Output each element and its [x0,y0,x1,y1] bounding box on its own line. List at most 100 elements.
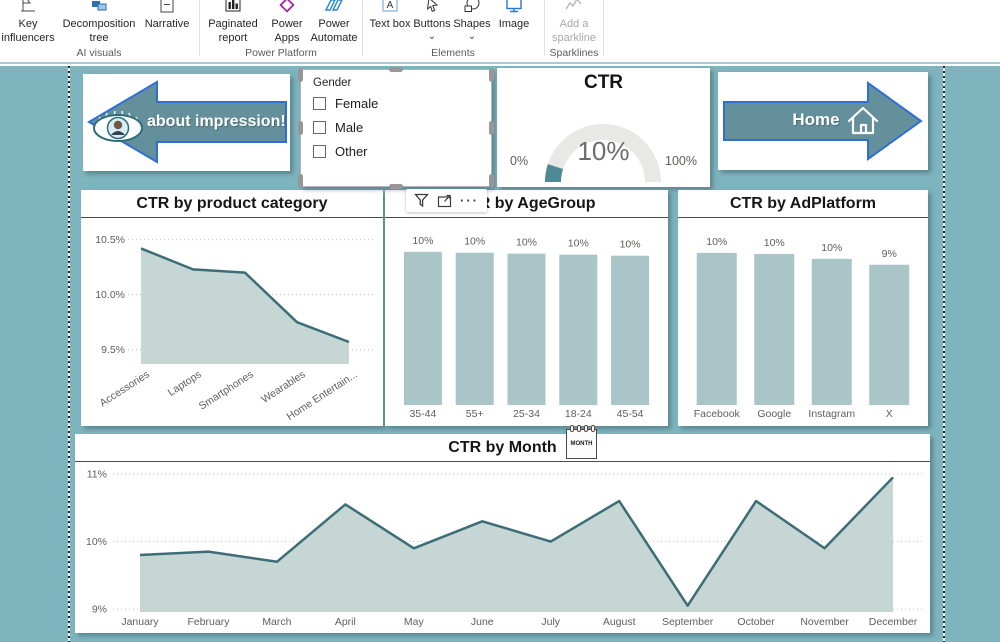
slicer-option-male[interactable]: Male [313,120,479,135]
report-canvas: about impression! Gender Female Male Oth… [0,66,1000,642]
resize-handle[interactable] [389,67,403,72]
area-fill[interactable] [141,248,349,364]
slicer-option-label: Male [335,120,364,135]
bar-value-label: 10% [706,236,727,248]
ribbon-power-apps[interactable]: Power Apps [264,0,310,46]
bar[interactable] [754,253,795,405]
ribbon-separator [603,0,604,56]
sticker-label: MONTH [570,441,593,447]
ribbon-decomposition-tree[interactable]: Decomposition tree [56,0,142,46]
ctr-gauge-visual[interactable]: CTR 10% 0% 100% [497,68,710,187]
ribbon-item-label: Key influencers [1,18,55,44]
x-axis-label: 35-44 [409,408,436,420]
ribbon-narrative[interactable]: Narrative [140,0,194,32]
bar[interactable] [403,251,442,405]
ribbon-group-label: AI visuals [76,47,122,59]
resize-handle[interactable] [298,68,303,82]
month-calendar-sticker[interactable]: MONTH [566,425,597,459]
x-axis-label: September [662,616,714,628]
ribbon-item-label: Paginated report [208,18,258,44]
nav-home-button[interactable]: Home [718,72,928,170]
shapes-icon [462,0,482,15]
bar-value-label: 10% [464,236,485,248]
gauge-value: 10% [577,136,630,166]
bar[interactable] [611,255,650,405]
chart-title: CTR by AgeGroup [385,190,668,218]
x-axis-label: X [886,408,893,420]
resize-handle[interactable] [489,174,494,188]
x-axis-label: August [603,616,636,628]
area-fill[interactable] [140,477,893,612]
ribbon-shapes[interactable]: Shapes ⌄ [452,0,492,42]
ribbon-item-label: Buttons [413,18,451,30]
ctr-by-product-category-visual[interactable]: CTR by product category 10.5% 10.0% 9.5% Ac… [81,190,383,426]
x-axis-label: July [541,616,560,628]
chevron-down-icon[interactable]: ⌄ [467,30,477,42]
gauge-track-arc [545,124,661,182]
ribbon-paginated-report[interactable]: Paginated report [202,0,264,46]
gender-slicer[interactable]: Gender Female Male Other [298,67,494,189]
chevron-down-icon[interactable]: ⌄ [427,30,437,42]
x-axis-label: 25-34 [513,408,540,420]
sparkline-icon [564,0,584,15]
ribbon-key-influencers[interactable]: Key influencers [0,0,56,46]
page-guide-left [68,66,70,642]
resize-handle[interactable] [489,68,494,82]
nav-back-button[interactable]: about impression! [83,74,290,171]
x-axis-label: June [471,616,494,628]
home-arrow-shape [723,81,923,161]
x-axis-label: February [187,616,230,628]
power-automate-icon [324,0,344,15]
eye-avatar-icon [93,110,143,142]
ctr-by-agegroup-visual[interactable]: CTR by AgeGroup 10% 35-44 10% 55+ 10% 25-34 10… [385,190,668,426]
checkbox-male[interactable] [313,121,326,134]
slicer-option-female[interactable]: Female [313,96,479,111]
bar[interactable] [696,252,737,405]
paginated-report-icon [223,0,243,15]
bar-value-label: 9% [882,248,897,260]
month-chart: 11% 10% 9% January February March April May June… [86,469,923,628]
y-tick-label: 9.5% [101,344,125,356]
gauge-title: CTR [583,72,624,93]
ribbon-group-label: Sparklines [549,47,599,59]
ribbon-power-automate[interactable]: Power Automate [306,0,362,46]
resize-handle[interactable] [389,184,403,189]
chart-title: CTR by AdPlatform [678,190,928,218]
resize-handle[interactable] [298,121,303,135]
focus-mode-icon[interactable] [437,193,452,208]
area-line [140,247,350,344]
resize-handle[interactable] [298,174,303,188]
bar-value-label: 10% [568,238,589,250]
bar[interactable] [869,264,910,405]
more-options-icon[interactable]: ··· [460,193,479,208]
ribbon-image[interactable]: Image [492,0,536,32]
adplatform-chart: 10% Facebook 10% Google 10% Instagram 9% X [694,236,910,420]
bar[interactable] [507,253,546,405]
x-axis-label: December [869,616,918,628]
ribbon-item-label: Decomposition tree [62,18,136,44]
ribbon-buttons[interactable]: Buttons ⌄ [412,0,452,42]
ctr-by-adplatform-visual[interactable]: CTR by AdPlatform 10% Facebook 10% Google 10… [678,190,928,426]
x-axis-label: March [262,616,291,628]
checkbox-other[interactable] [313,145,326,158]
chart-title: CTR by product category [81,190,383,218]
bar[interactable] [455,252,494,405]
slicer-option-other[interactable]: Other [313,144,479,159]
filter-icon[interactable] [414,193,429,208]
gauge-value-arc [545,164,564,182]
ribbon-text-box[interactable]: A Text box [368,0,412,32]
ribbon-item-label: Narrative [144,18,190,30]
gauge-arc [545,124,661,182]
resize-handle[interactable] [489,121,494,135]
bar[interactable] [811,258,852,405]
checkbox-female[interactable] [313,97,326,110]
y-tick-label: 9% [92,604,107,616]
x-axis-label: 18-24 [565,408,592,420]
page-guide-right [943,66,945,642]
bar[interactable] [559,254,598,405]
x-axis-label: Google [757,408,791,420]
ctr-by-month-visual[interactable]: CTR by Month 11% 10% 9% January February Marc… [75,434,930,633]
power-apps-icon [277,0,297,15]
ribbon-item-label: Power Apps [271,18,303,44]
